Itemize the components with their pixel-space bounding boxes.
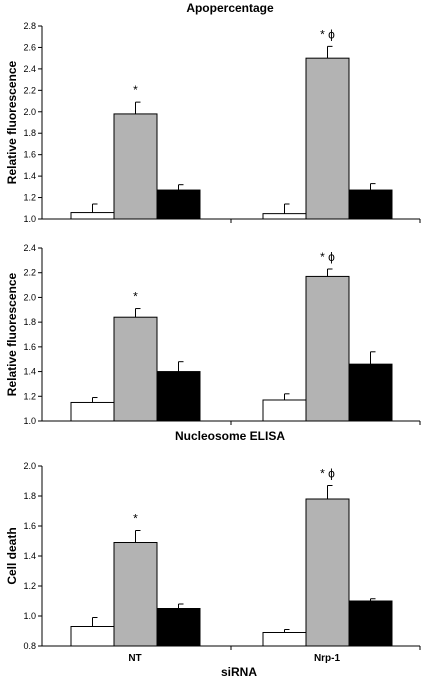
panel-1-bar-s1-nrp1 [262,213,307,220]
panel-3-bar-s2-nrp1 [305,498,350,647]
panel-2-y-tick-label: 2.2 [23,268,36,278]
panel-1-y-tick-label: 2.4 [23,64,36,74]
x-axis-title: siRNA [221,665,257,679]
panel-1-y-tick-label: 2.0 [23,107,36,117]
panel-3-y-tick-label: 1.4 [23,551,36,561]
panel-3-bar-s1-nrp1 [262,632,307,647]
panel-2-y-tick-label: 1.2 [23,391,36,401]
panel-1-title: Apopercentage [186,1,274,15]
panel-2-bar-s2-nrp1 [305,275,350,422]
panel-3-y-tick-label: 2.0 [23,461,36,471]
panel-2-y-axis-label: Relative fluorescence [5,272,19,396]
panel-2-bar-s3-nrp1 [348,363,393,422]
panel-2-y-tick-label: 2.0 [23,292,36,302]
panel-2-y-tick-label: 1.6 [23,342,36,352]
panel-1-y-tick-label: 1.6 [23,150,36,160]
panel-3-bar-s2-nt [113,542,158,647]
panel-1-bar-s2-nt [113,113,158,220]
panel-1-significance-label: * [133,83,138,97]
panel-2-significance-label: * [133,290,138,304]
panel-3-y-tick-label: 0.8 [23,641,36,651]
panel-2-y-tick-label: 1.8 [23,317,36,327]
panel-2-y-tick-label: 2.4 [23,243,36,253]
panel-3-category-label: Nrp-1 [314,653,341,664]
panel-3-y-tick-label: 1.2 [23,581,36,591]
panel-1-bar-s2-nrp1 [305,57,350,220]
panel-3-significance-label: * [133,512,138,526]
panel-1-y-tick-label: 1.2 [23,193,36,203]
panel-3-significance-label: * ϕ [320,467,335,481]
panel-2-bar-s3-nt [156,371,201,422]
panel-1-bar-s3-nrp1 [348,189,393,220]
panel-1-y-tick-label: 2.8 [23,21,36,31]
panel-3-bar-s1-nt [70,626,115,647]
panel-2-bar-s1-nt [70,401,115,422]
panel-1-y-tick-label: 2.2 [23,85,36,95]
panel-2-bar-s1-nrp1 [262,399,307,422]
panel-1-y-tick-label: 2.6 [23,42,36,52]
panel-3-y-tick-label: 1.8 [23,491,36,501]
panel-2-bar-s2-nt [113,316,158,422]
panel-1-y-tick-label: 1.0 [23,214,36,224]
panel-1-y-tick-label: 1.4 [23,171,36,181]
panel-1-bar-s3-nt [156,189,201,220]
panel-3-bar-s3-nt [156,608,201,647]
panel-3-bar-s3-nrp1 [348,600,393,647]
panel-2-significance-label: * ϕ [320,250,335,264]
panel-1-y-tick-label: 1.8 [23,128,36,138]
panel-3-y-axis-label: Cell death [5,527,19,584]
panel-1-bar-s1-nt [70,212,115,220]
panel-2-y-tick-label: 1.0 [23,416,36,426]
panel-2-y-tick-label: 1.4 [23,367,36,377]
panel-1-significance-label: * ϕ [320,27,335,41]
panel-3-category-label: NT [128,653,141,664]
panel-1-y-axis-label: Relative fluorescence [5,60,19,184]
panel-3-y-tick-label: 1.6 [23,521,36,531]
panel-2-title: Nucleosome ELISA [175,429,285,443]
panel-3-y-tick-label: 1.0 [23,611,36,621]
